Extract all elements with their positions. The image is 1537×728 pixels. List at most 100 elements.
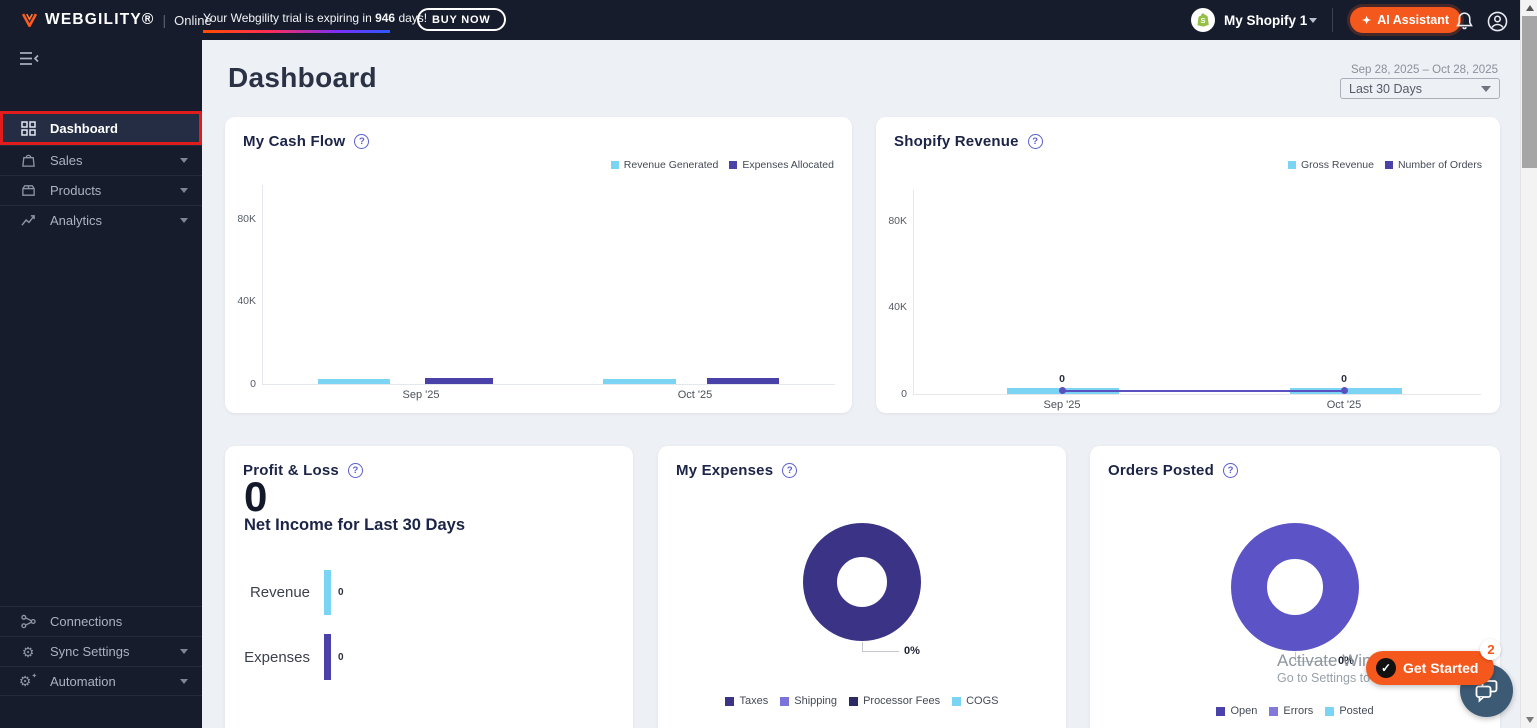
sidebar-collapse-button[interactable] [18, 51, 40, 69]
store-dropdown-caret-icon[interactable] [1309, 18, 1317, 23]
expenses-value: 0 [338, 652, 344, 663]
orders-line [1062, 390, 1344, 392]
chart-legend: Revenue Generated Expenses Allocated [610, 159, 834, 171]
buy-now-button[interactable]: BUY NOW [417, 8, 506, 31]
bar-revenue-sep [318, 379, 390, 384]
y-tick: 80K [888, 215, 907, 227]
sidebar-item-dashboard[interactable]: Dashboard [0, 111, 202, 145]
chevron-down-icon [180, 158, 188, 163]
get-started-label: Get Started [1403, 660, 1479, 676]
legend-label: Taxes [739, 695, 769, 707]
net-income-label: Net Income for Last 30 Days [244, 516, 465, 534]
menu-fold-icon [20, 52, 39, 65]
scrollbar-up-button[interactable] [1521, 0, 1537, 16]
row-label-revenue: Revenue [249, 584, 310, 601]
network-icon [20, 614, 36, 630]
scrollbar-thumb[interactable] [1522, 16, 1537, 168]
card-title: Orders Posted [1108, 462, 1214, 479]
y-tick: 0 [250, 378, 256, 390]
scroll-up-icon [1525, 5, 1534, 11]
y-tick: 40K [237, 295, 256, 307]
sidebar-item-sales[interactable]: Sales [0, 145, 202, 175]
sidebar-item-products[interactable]: Products [0, 175, 202, 205]
legend-swatch [1216, 706, 1226, 716]
dashboard-grid-icon [20, 120, 36, 136]
sidebar-item-sync-settings[interactable]: ⚙ Sync Settings [0, 636, 202, 666]
brand: WEBGILITY® | Online [22, 0, 212, 40]
sidebar: Dashboard Sales Products [0, 40, 202, 728]
legend-label: Open [1230, 705, 1258, 717]
help-icon[interactable]: ? [1222, 463, 1238, 478]
account-button[interactable] [1485, 9, 1509, 33]
card-title: My Cash Flow [243, 133, 346, 150]
card-title: Shopify Revenue [894, 133, 1019, 150]
donut-annotation: 0% [1338, 655, 1354, 667]
box-icon [20, 183, 36, 199]
donut-annotation: 0% [904, 645, 920, 657]
chart-legend: Gross Revenue Number of Orders [1288, 159, 1482, 171]
get-started-badge: 2 [1480, 639, 1502, 660]
legend-swatch [952, 696, 962, 706]
store-name[interactable]: My Shopify 1 [1224, 13, 1308, 28]
bar-expenses-oct [707, 378, 779, 384]
x-tick: Oct '25 [677, 389, 713, 401]
sidebar-item-analytics[interactable]: Analytics [0, 205, 202, 235]
topbar-divider [1332, 8, 1333, 32]
trial-days: 946 [375, 11, 396, 25]
net-income-value: 0 [244, 473, 268, 520]
check-circle-icon: ✓ [1376, 658, 1396, 678]
annotation-leader-line [1295, 652, 1296, 661]
sparkle-glyph: ✦ [31, 672, 38, 680]
brand-separator: | [162, 12, 167, 28]
bag-icon [20, 153, 36, 169]
date-range-select-value: Last 30 Days [1349, 81, 1422, 96]
chat-bubbles-icon [1475, 679, 1498, 703]
help-icon[interactable]: ? [782, 463, 798, 478]
get-started-button[interactable]: ✓ Get Started 2 [1366, 639, 1502, 685]
sidebar-item-automation[interactable]: ⚙ ✦ Automation [0, 666, 202, 696]
ai-assistant-button[interactable]: ✦ AI Assistant [1350, 7, 1461, 33]
gear-glyph: ⚙ [18, 673, 32, 689]
help-icon[interactable]: ? [1027, 134, 1043, 149]
x-axis-line [262, 384, 835, 385]
sidebar-item-label: Dashboard [50, 120, 118, 136]
legend-label: Processor Fees [863, 695, 941, 707]
revenue-bar [324, 570, 331, 615]
shopify-revenue-card: Shopify Revenue ? Gross Revenue Number o… [876, 117, 1500, 413]
trial-banner: Your Webgility trial is expiring in 946 … [203, 9, 427, 33]
cash-flow-card: My Cash Flow ? Revenue Generated Expense… [225, 117, 852, 413]
expenses-bar [324, 634, 331, 680]
sidebar-item-label: Automation [50, 673, 116, 689]
revenue-value: 0 [338, 587, 344, 598]
sidebar-item-connections[interactable]: Connections [0, 606, 202, 636]
store-avatar[interactable]: S [1191, 8, 1215, 32]
legend-label: Errors [1283, 705, 1314, 717]
help-icon[interactable]: ? [354, 134, 370, 149]
legend-swatch [780, 696, 790, 706]
x-axis-line [913, 394, 1481, 395]
scroll-down-icon [1525, 717, 1534, 723]
sidebar-item-label: Analytics [50, 213, 103, 228]
card-title: Profit & Loss [243, 462, 339, 479]
date-range-label: Sep 28, 2025 – Oct 28, 2025 [1350, 64, 1498, 76]
svg-text:S: S [1200, 16, 1205, 25]
user-account-icon [1487, 11, 1507, 31]
annotation-leader-line [862, 651, 899, 652]
ai-assistant-label: AI Assistant [1377, 13, 1449, 27]
trial-progress-gradient [203, 30, 390, 33]
row-label-expenses: Expenses [244, 649, 310, 666]
x-tick: Sep '25 [402, 389, 440, 401]
sidebar-item-label: Sync Settings [50, 644, 130, 659]
help-icon[interactable]: ? [347, 463, 363, 478]
legend-label: Expenses Allocated [742, 159, 834, 171]
webgility-logo-icon [22, 13, 37, 27]
legend-label: Shipping [794, 695, 838, 707]
date-range-select[interactable]: Last 30 Days [1340, 78, 1500, 99]
notifications-button[interactable] [1452, 9, 1476, 33]
orders-posted-card: Orders Posted ? 0% Open Errors Posted [1090, 446, 1500, 728]
scrollbar-down-button[interactable] [1521, 712, 1537, 728]
bar-revenue-oct [603, 379, 676, 384]
orders-donut-chart [1231, 523, 1359, 651]
bell-icon [1455, 12, 1473, 30]
